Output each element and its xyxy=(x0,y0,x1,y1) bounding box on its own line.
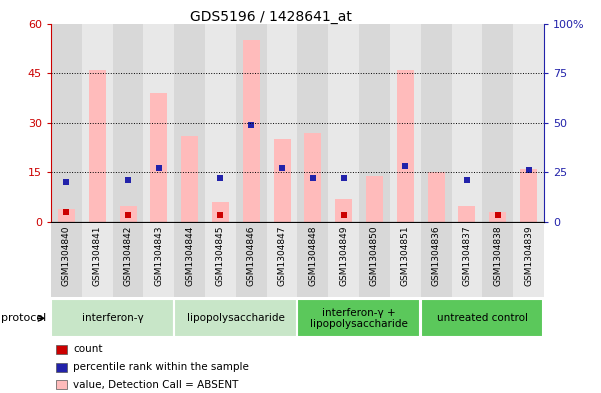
Text: GSM1304845: GSM1304845 xyxy=(216,226,225,286)
Text: GSM1304841: GSM1304841 xyxy=(93,226,102,286)
Text: GDS5196 / 1428641_at: GDS5196 / 1428641_at xyxy=(189,10,352,24)
Text: interferon-γ +
lipopolysaccharide: interferon-γ + lipopolysaccharide xyxy=(310,308,408,329)
Bar xyxy=(58,209,75,222)
Text: GSM1304838: GSM1304838 xyxy=(493,226,502,286)
Bar xyxy=(421,222,451,297)
Bar xyxy=(89,70,106,222)
Bar xyxy=(56,380,67,389)
Bar xyxy=(489,212,506,222)
Bar xyxy=(359,222,390,297)
Text: GSM1304842: GSM1304842 xyxy=(124,226,133,286)
Bar xyxy=(150,93,167,222)
Bar xyxy=(212,202,229,222)
Bar xyxy=(328,222,359,297)
Bar xyxy=(482,222,513,297)
Bar xyxy=(513,222,544,297)
Bar xyxy=(267,222,297,297)
Text: GSM1304846: GSM1304846 xyxy=(247,226,256,286)
Text: GSM1304848: GSM1304848 xyxy=(308,226,317,286)
Text: interferon-γ: interferon-γ xyxy=(82,313,144,323)
Bar xyxy=(82,222,113,297)
Text: value, Detection Call = ABSENT: value, Detection Call = ABSENT xyxy=(73,380,239,390)
Bar xyxy=(205,24,236,222)
Bar xyxy=(56,363,67,372)
Bar xyxy=(397,70,413,222)
Bar xyxy=(359,24,390,222)
Text: count: count xyxy=(73,345,103,354)
Bar xyxy=(56,345,67,354)
Text: GSM1304844: GSM1304844 xyxy=(185,226,194,286)
Text: protocol: protocol xyxy=(1,313,46,323)
Bar xyxy=(390,24,421,222)
Text: percentile rank within the sample: percentile rank within the sample xyxy=(73,362,249,372)
Bar xyxy=(335,199,352,222)
Bar xyxy=(113,222,144,297)
Bar xyxy=(174,222,205,297)
Bar xyxy=(459,206,475,222)
Text: GSM1304847: GSM1304847 xyxy=(278,226,287,286)
Bar xyxy=(51,222,82,297)
Bar xyxy=(390,222,421,297)
Bar xyxy=(236,222,267,297)
Bar xyxy=(273,140,290,222)
Bar xyxy=(182,136,198,222)
Bar xyxy=(236,24,267,222)
Text: GSM1304840: GSM1304840 xyxy=(62,226,71,286)
Bar xyxy=(421,24,451,222)
Bar xyxy=(120,206,136,222)
Bar xyxy=(297,299,420,337)
Text: GSM1304839: GSM1304839 xyxy=(524,226,533,286)
Bar xyxy=(421,299,543,337)
Bar xyxy=(305,133,322,222)
Text: untreated control: untreated control xyxy=(437,313,528,323)
Bar xyxy=(328,24,359,222)
Bar xyxy=(513,24,544,222)
Text: GSM1304851: GSM1304851 xyxy=(401,226,410,286)
Bar xyxy=(51,24,82,222)
Text: GSM1304843: GSM1304843 xyxy=(154,226,163,286)
Text: lipopolysaccharide: lipopolysaccharide xyxy=(187,313,285,323)
Bar xyxy=(144,24,174,222)
Bar xyxy=(174,24,205,222)
Bar xyxy=(297,222,328,297)
Bar xyxy=(51,299,174,337)
Bar xyxy=(267,24,297,222)
Bar xyxy=(144,222,174,297)
Bar xyxy=(113,24,144,222)
Text: GSM1304837: GSM1304837 xyxy=(462,226,471,286)
Bar xyxy=(82,24,113,222)
Bar xyxy=(520,169,537,222)
Bar xyxy=(451,24,482,222)
Bar xyxy=(205,222,236,297)
Bar xyxy=(174,299,297,337)
Bar xyxy=(366,176,383,222)
Bar xyxy=(451,222,482,297)
Bar xyxy=(243,40,260,222)
Text: GSM1304849: GSM1304849 xyxy=(339,226,348,286)
Bar xyxy=(428,173,445,222)
Text: GSM1304850: GSM1304850 xyxy=(370,226,379,286)
Bar xyxy=(482,24,513,222)
Text: GSM1304836: GSM1304836 xyxy=(432,226,441,286)
Bar xyxy=(297,24,328,222)
